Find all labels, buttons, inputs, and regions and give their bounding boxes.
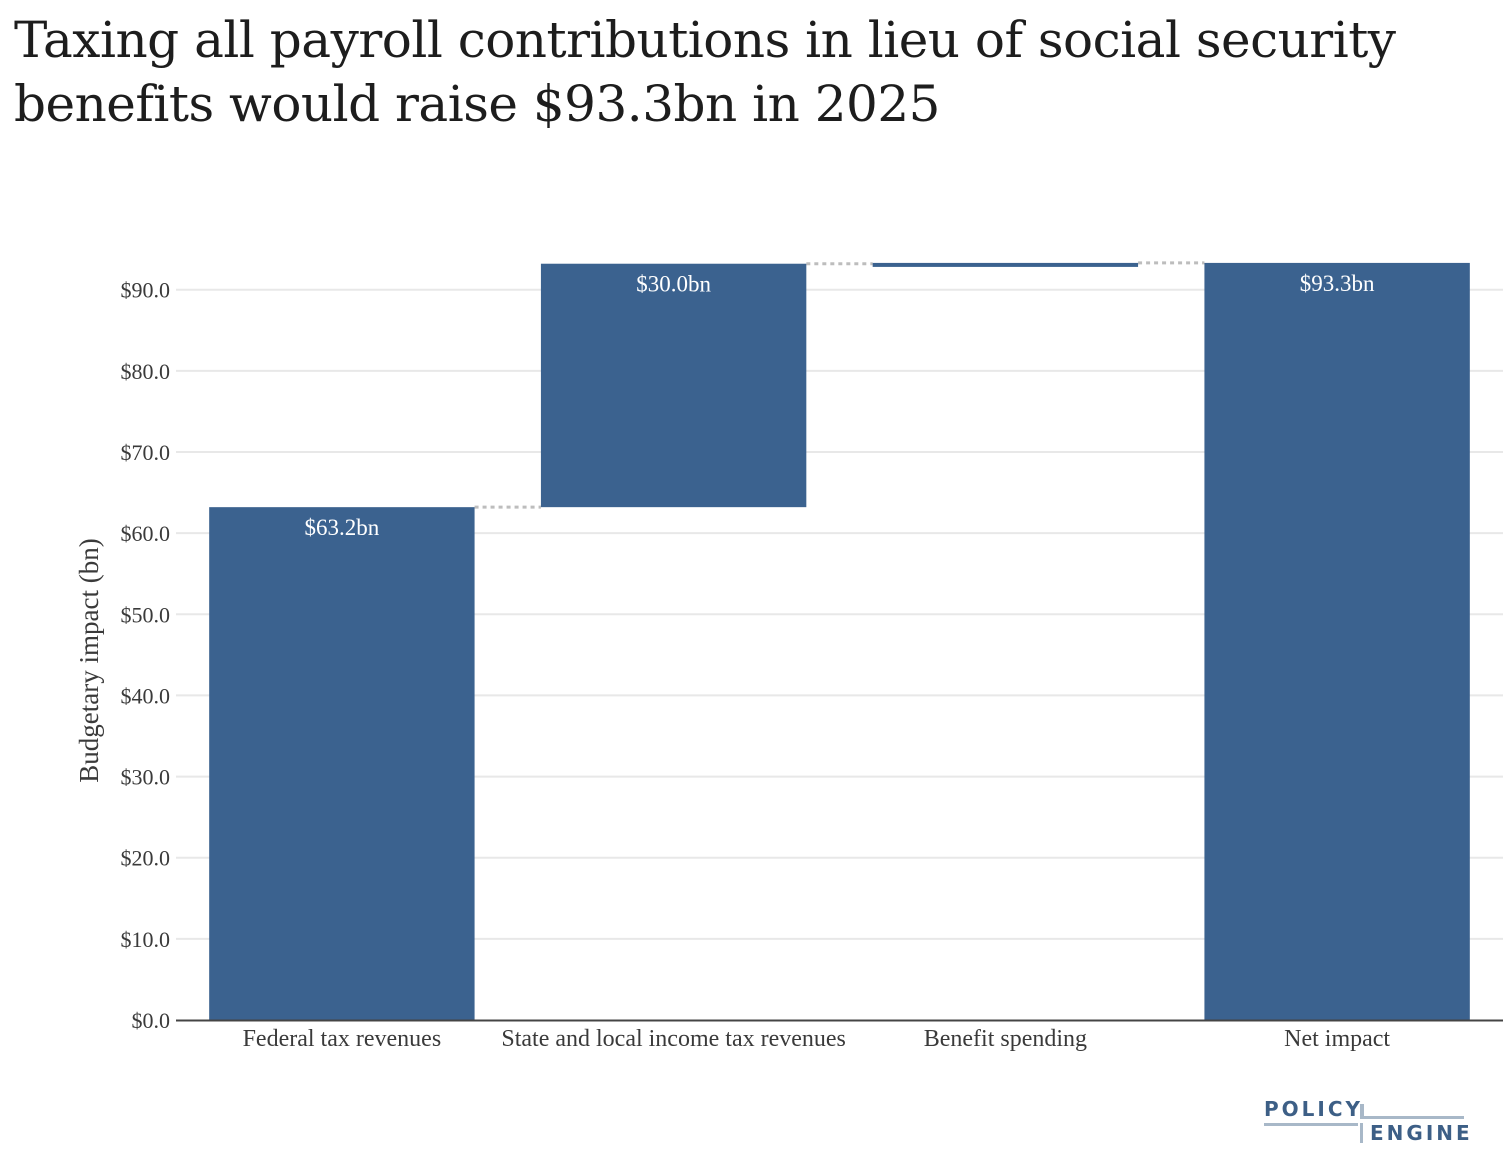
y-tick-label: $50.0 — [121, 602, 171, 627]
bar-value-label: $63.2bn — [305, 515, 380, 540]
logo-text-policy: POLICY — [1264, 1097, 1364, 1121]
x-category-label: Benefit spending — [924, 1026, 1087, 1052]
x-category-label: Net impact — [1284, 1026, 1390, 1052]
bars — [209, 262, 1470, 1020]
bar — [1204, 262, 1470, 1020]
logo-rule-vert — [1360, 1123, 1363, 1143]
bar — [872, 262, 1139, 267]
x-category-labels: Federal tax revenues State and local inco… — [243, 1026, 1391, 1052]
y-tick-label: $30.0 — [121, 765, 171, 790]
y-tick-labels: $0.0 $10.0 $20.0 $30.0 $40.0 $50.0 $60.0 $70.0 $… — [121, 278, 171, 1033]
chart-title: Taxing all payroll contributions in lieu… — [14, 11, 1396, 133]
y-tick-label: $10.0 — [121, 927, 171, 952]
y-tick-label: $40.0 — [121, 683, 171, 708]
bar-value-label: $30.0bn — [636, 272, 711, 297]
x-category-label: State and local income tax revenues — [501, 1026, 846, 1052]
y-tick-label: $70.0 — [121, 440, 171, 465]
y-tick-label: $60.0 — [121, 521, 171, 546]
policyengine-logo: POLICY ENGINE — [1262, 1092, 1472, 1148]
x-category-label: Federal tax revenues — [243, 1026, 442, 1052]
bar — [209, 507, 475, 1020]
y-tick-label: $80.0 — [121, 359, 171, 384]
logo-rule-mid — [1360, 1116, 1464, 1119]
bar-value-label: $93.3bn — [1300, 271, 1375, 296]
y-tick-label: $20.0 — [121, 846, 171, 871]
logo-text-engine: ENGINE — [1370, 1121, 1473, 1145]
logo-rule-top — [1360, 1104, 1364, 1118]
y-tick-label: $90.0 — [121, 278, 171, 303]
y-tick-label: $0.0 — [132, 1008, 171, 1033]
logo-rule-left — [1264, 1123, 1358, 1126]
y-axis-label: Budgetary impact (bn) — [74, 538, 104, 782]
connector-lines — [474, 261, 1205, 509]
bar — [540, 263, 807, 508]
bar-labels: $63.2bn $30.0bn $93.3bn — [305, 271, 1376, 540]
